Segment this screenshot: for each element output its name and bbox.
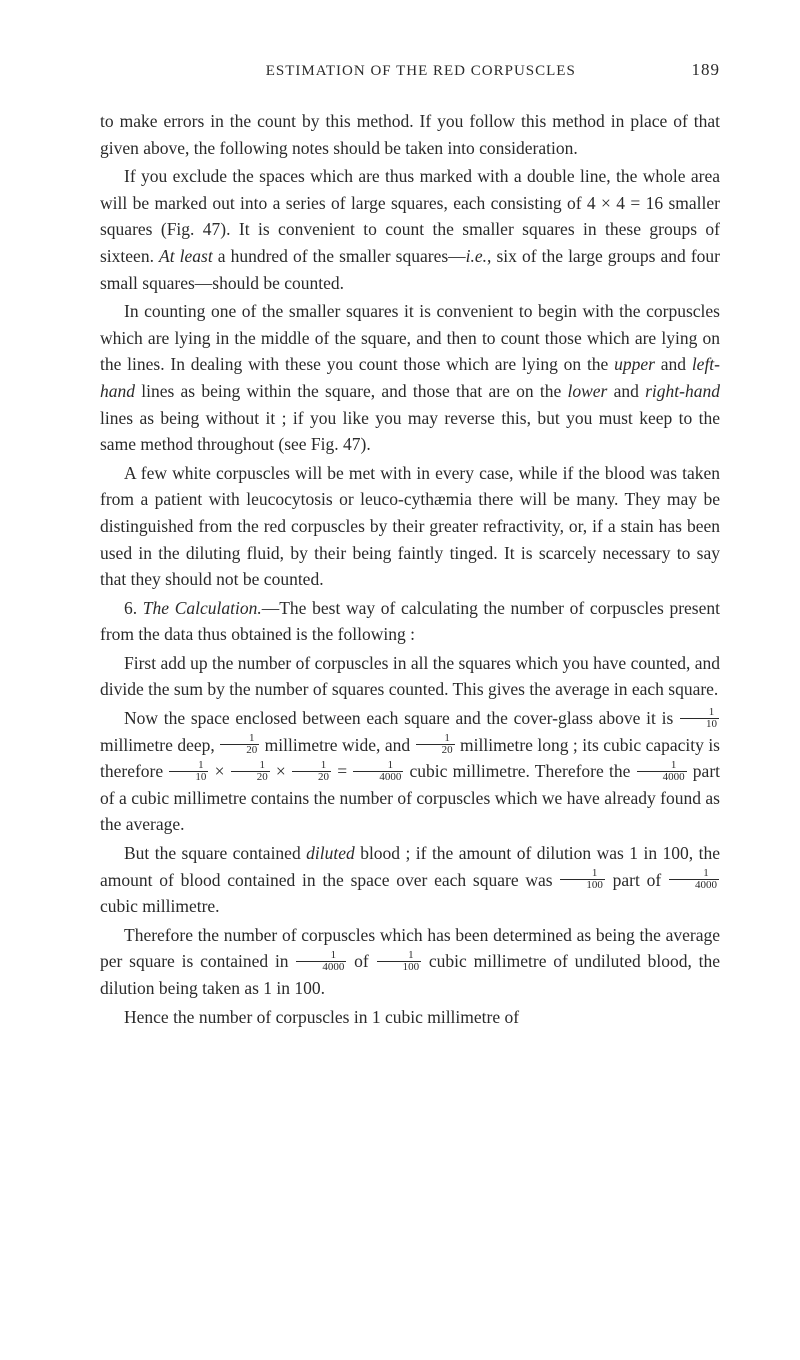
body-text: to make errors in the count by this meth… xyxy=(100,111,720,158)
body-text: cubic millimetre. xyxy=(100,896,220,916)
body-text: cubic millimetre. Therefore the xyxy=(404,761,635,781)
paragraph-4: A few white corpuscles will be met with … xyxy=(100,460,720,593)
fraction-1-20: 120 xyxy=(220,733,259,756)
paragraph-7: Now the space enclosed between each squa… xyxy=(100,705,720,838)
fraction-1-10: 110 xyxy=(680,707,719,730)
body-text: lines as being within the square, and th… xyxy=(135,381,567,401)
body-text: A few white corpuscles will be met with … xyxy=(100,463,720,589)
italic-text: right-hand xyxy=(645,381,720,401)
body-text: But the square contained xyxy=(124,843,306,863)
body-text: millimetre deep, xyxy=(100,735,219,755)
italic-text: lower xyxy=(567,381,607,401)
fraction-1-20: 120 xyxy=(231,760,270,783)
body-text: and xyxy=(607,381,645,401)
paragraph-9: Therefore the number of corpuscles which… xyxy=(100,922,720,1002)
page-number: 189 xyxy=(692,60,721,80)
paragraph-1: to make errors in the count by this meth… xyxy=(100,108,720,161)
paragraph-5: 6. The Calculation.—The best way of calc… xyxy=(100,595,720,648)
italic-text: diluted xyxy=(306,843,355,863)
fraction-1-100: 1100 xyxy=(560,868,605,891)
body-text: millimetre wide, and xyxy=(260,735,414,755)
body-text: of xyxy=(347,951,375,971)
paragraph-8: But the square contained diluted blood ;… xyxy=(100,840,720,920)
body-text: and xyxy=(655,354,692,374)
italic-text: The Calculation. xyxy=(143,598,262,618)
body-text: 6. xyxy=(124,598,143,618)
fraction-1-20: 120 xyxy=(292,760,331,783)
fraction-1-100: 1100 xyxy=(377,950,422,973)
paragraph-10: Hence the number of corpuscles in 1 cubi… xyxy=(100,1004,720,1031)
fraction-1-4000: 14000 xyxy=(669,868,719,891)
times-sign: × xyxy=(271,761,291,781)
body-text: Hence the number of corpuscles in 1 cubi… xyxy=(124,1007,519,1027)
paragraph-6: First add up the number of corpuscles in… xyxy=(100,650,720,703)
fraction-1-10: 110 xyxy=(169,760,208,783)
body-text: Now the space enclosed between each squa… xyxy=(124,708,679,728)
body-text: part of xyxy=(606,870,668,890)
page-header: ESTIMATION OF THE RED CORPUSCLES 189 xyxy=(100,60,720,80)
equals-sign: = xyxy=(332,761,352,781)
italic-text: upper xyxy=(614,354,655,374)
body-text: a hundred of the smaller squares— xyxy=(213,246,466,266)
body-text: lines as being without it ; if you like … xyxy=(100,408,720,455)
fraction-1-4000: 14000 xyxy=(637,760,687,783)
body-text: First add up the number of corpuscles in… xyxy=(100,653,720,700)
paragraph-2: If you exclude the spaces which are thus… xyxy=(100,163,720,296)
italic-text: i.e. xyxy=(466,246,487,266)
fraction-1-4000: 14000 xyxy=(296,950,346,973)
fraction-1-4000: 14000 xyxy=(353,760,403,783)
italic-text: At least xyxy=(159,246,213,266)
fraction-1-20: 120 xyxy=(416,733,455,756)
paragraph-3: In counting one of the smaller squares i… xyxy=(100,298,720,458)
header-title: ESTIMATION OF THE RED CORPUSCLES xyxy=(100,63,692,80)
times-sign: × xyxy=(209,761,229,781)
